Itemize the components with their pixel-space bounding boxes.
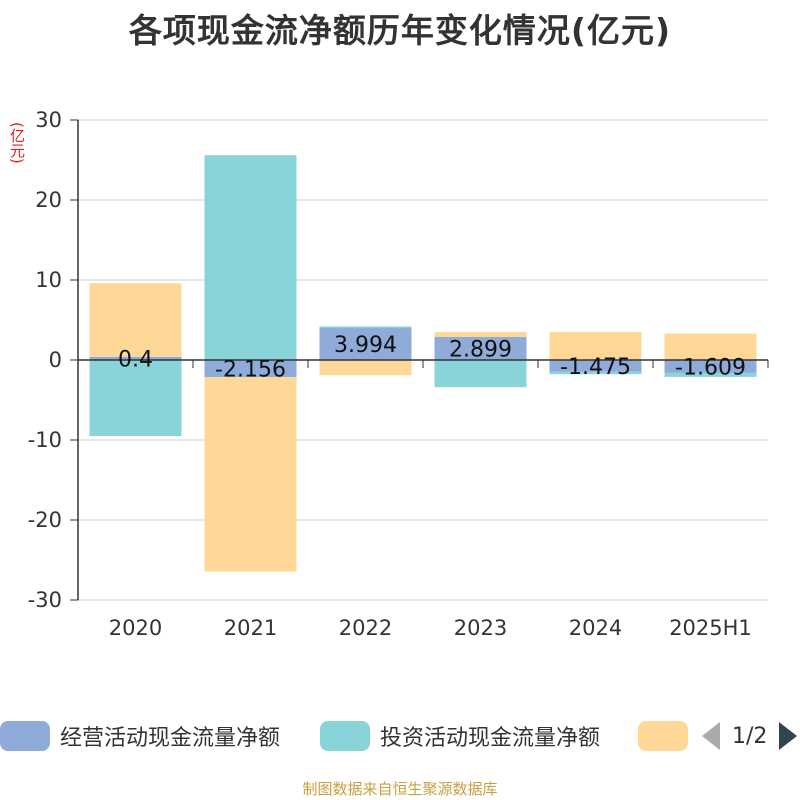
data-label-2022: 3.994 [334, 333, 397, 358]
bar-series1-2020 [89, 360, 182, 436]
triangle-right-icon[interactable] [779, 722, 798, 750]
y-tick-label: 30 [35, 108, 62, 132]
bar-series2-2025H1 [664, 333, 757, 360]
bar-series0-2025H1 [664, 360, 757, 373]
data-label-2021: -2.156 [215, 358, 286, 383]
data-label-2023: 2.899 [449, 337, 512, 362]
bar-series0-2024 [549, 360, 642, 372]
bar-series1-2022 [319, 326, 412, 329]
legend-swatch-operating [0, 721, 50, 751]
bar-series0-2022 [319, 328, 412, 360]
legend-item-financing[interactable] [638, 718, 688, 754]
y-tick-label: -30 [28, 588, 62, 612]
y-tick-label: 20 [35, 188, 62, 212]
bar-series2-2022 [319, 360, 412, 376]
y-tick-label: -20 [28, 508, 62, 532]
bar-series0-2021 [204, 360, 297, 378]
x-tick-label-2022: 2022 [339, 616, 392, 640]
legend-swatch-investing [320, 721, 370, 751]
legend-label-operating: 经营活动现金流量净额 [60, 726, 281, 751]
x-tick-label-2020: 2020 [109, 616, 162, 640]
legend-pager: 1/2 [702, 718, 798, 754]
bar-series1-2023 [434, 360, 527, 388]
legend-swatch-financing [638, 721, 688, 751]
bar-series0-2020 [89, 356, 182, 360]
x-tick-label-2024: 2024 [569, 616, 622, 640]
bar-series2-2020 [89, 283, 182, 357]
data-source-note: 制图数据来自恒生聚源数据库 [302, 780, 498, 798]
bar-series1-2024 [549, 371, 642, 375]
legend-label-investing: 投资活动现金流量净额 [380, 726, 601, 751]
legend-page-indicator: 1/2 [732, 723, 768, 749]
legend: 经营活动现金流量净额 投资活动现金流量净额 1/2 [0, 714, 800, 758]
triangle-left-icon[interactable] [702, 722, 720, 750]
bar-series0-2023 [434, 336, 527, 360]
y-tick-label: -10 [28, 428, 62, 452]
legend-item-operating[interactable]: 经营活动现金流量净额 [0, 718, 280, 754]
x-tick-label-2023: 2023 [454, 616, 507, 640]
cash-flow-bar-chart: 30 20 10 0 -10 -20 -30 2020 2021 2022 2023 2024 2025… [28, 108, 769, 640]
data-label-2020: 0.4 [118, 347, 153, 372]
y-axis-unit-label: (亿元) [8, 122, 26, 164]
chart-title: 各项现金流净额历年变化情况(亿元) [128, 11, 672, 50]
bar-series1-2025H1 [664, 372, 757, 377]
bar-series2-2024 [549, 332, 642, 360]
legend-item-investing[interactable]: 投资活动现金流量净额 [320, 718, 600, 754]
bar-series1-2021 [204, 155, 297, 360]
x-tick-label-2021: 2021 [224, 616, 277, 640]
data-label-2024: -1.475 [560, 355, 631, 380]
bar-series2-2023 [434, 332, 527, 337]
x-tick-label-2025H1: 2025H1 [669, 616, 752, 640]
y-tick-label: 0 [49, 348, 62, 372]
bar-series2-2021 [204, 377, 297, 572]
y-tick-label: 10 [35, 268, 62, 292]
data-label-2025H1: -1.609 [675, 355, 746, 380]
